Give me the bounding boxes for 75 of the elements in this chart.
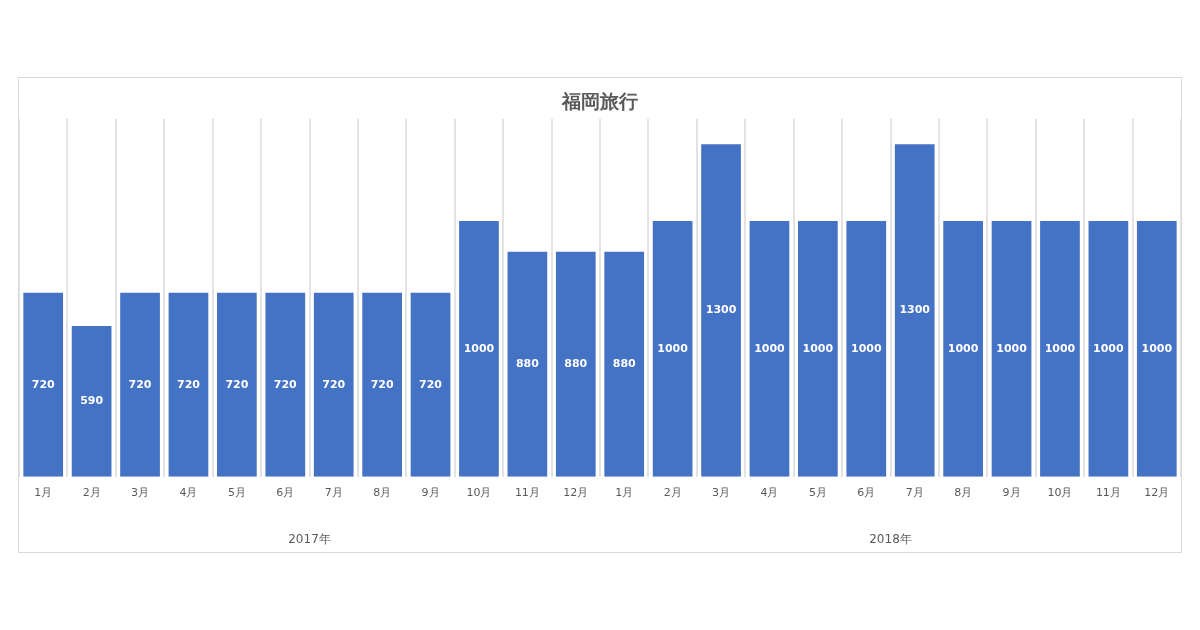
bar [749, 221, 790, 477]
data-label: 720 [322, 377, 346, 391]
bar [798, 221, 838, 477]
bar [410, 292, 451, 477]
bar [604, 251, 645, 477]
data-label: 1000 [850, 341, 882, 355]
x-tick-label: 4月 [760, 486, 779, 500]
bar [313, 292, 354, 477]
bar [23, 292, 64, 477]
bar [265, 292, 306, 477]
x-tick-label: 9月 [421, 486, 440, 500]
x-tick-label: 6月 [857, 486, 876, 500]
data-label: 720 [419, 377, 443, 391]
data-label: 720 [225, 377, 249, 391]
x-tick-label: 8月 [954, 486, 973, 500]
bar [555, 251, 596, 477]
data-label: 1000 [1141, 341, 1173, 355]
x-tick-label: 11月 [1095, 486, 1121, 500]
data-label: 880 [564, 357, 588, 371]
data-label: 1000 [947, 341, 979, 355]
x-tick-label: 5月 [227, 486, 246, 500]
bar [217, 292, 257, 477]
x-tick-label: 11月 [514, 486, 540, 500]
bar [701, 144, 741, 477]
data-label: 720 [176, 377, 201, 391]
bar [459, 221, 499, 477]
bar [1088, 221, 1129, 477]
x-tick-label: 3月 [131, 486, 150, 500]
x-tick-label: 2月 [82, 486, 101, 500]
bar [1040, 221, 1080, 477]
data-label: 720 [273, 377, 298, 391]
x-tick-label: 12月 [563, 486, 589, 500]
x-tick-label: 1月 [34, 486, 53, 500]
x-tick-label: 5月 [808, 486, 827, 500]
data-label: 1000 [1093, 341, 1125, 355]
x-tick-label: 10月 [1047, 486, 1073, 500]
data-label: 720 [370, 377, 394, 391]
bar [71, 325, 112, 477]
x-tick-label: 12月 [1144, 486, 1170, 500]
x-tick-label: 8月 [373, 486, 392, 500]
data-label: 880 [515, 357, 540, 371]
text: 2017年 [288, 532, 331, 547]
bar [1136, 221, 1177, 477]
x-tick-label: 10月 [466, 486, 492, 500]
bar [894, 144, 935, 477]
bar [507, 251, 548, 477]
data-label: 1000 [657, 341, 689, 355]
x-tick-label: 9月 [1002, 486, 1021, 500]
bar [362, 292, 402, 477]
x-tick-label: 7月 [324, 486, 343, 500]
data-label: 1000 [754, 341, 786, 355]
bar [120, 292, 160, 477]
bar [846, 221, 887, 477]
data-label: 720 [31, 377, 56, 391]
data-label: 720 [128, 377, 152, 391]
bar [652, 221, 693, 477]
x-tick-label: 1月 [615, 486, 634, 500]
x-tick-label: 4月 [179, 486, 198, 500]
x-tick-label: 6月 [276, 486, 295, 500]
data-label: 1000 [1044, 341, 1076, 355]
data-label: 1000 [996, 341, 1028, 355]
chart-title: 福岡旅行 [561, 90, 638, 113]
bar [943, 221, 983, 477]
data-label: 590 [80, 394, 104, 408]
bar [168, 292, 209, 477]
data-label: 1000 [802, 341, 834, 355]
data-label: 1000 [463, 341, 495, 355]
x-tick-label: 2月 [663, 486, 682, 500]
data-label: 1300 [705, 303, 737, 317]
data-label: 1300 [899, 303, 931, 317]
data-label: 880 [612, 357, 637, 371]
text: 2018年 [869, 532, 912, 547]
x-tick-label: 3月 [712, 486, 731, 500]
x-tick-label: 7月 [905, 486, 924, 500]
bar [991, 221, 1032, 477]
